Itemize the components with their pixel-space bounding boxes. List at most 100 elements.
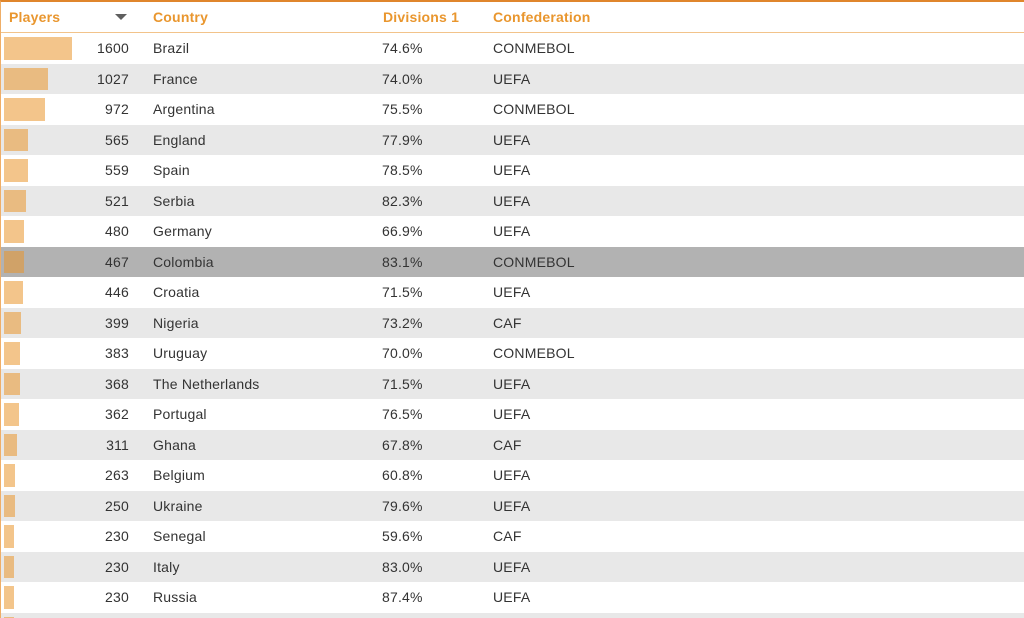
players-bar [4, 433, 17, 456]
players-value: 972 [105, 101, 129, 117]
players-value: 250 [105, 497, 129, 514]
confederation-value: UEFA [493, 70, 531, 87]
table-row[interactable]: 362 Portugal 76.5% UEFA [1, 399, 1024, 430]
table-row[interactable]: 250 Ukraine 79.6% UEFA [1, 490, 1024, 521]
confederation-value: UEFA [493, 192, 531, 209]
players-bar [4, 220, 24, 243]
confederation-value: CAF [493, 436, 522, 453]
confederation-value: CONMEBOL [493, 101, 575, 117]
table-row[interactable]: 1600 Brazil 74.6% CONMEBOL [1, 33, 1024, 64]
column-header-divisions1[interactable]: Divisions 1 [383, 9, 460, 25]
country-value: Argentina [153, 101, 215, 117]
divisions1-value: 78.5% [382, 162, 423, 178]
column-header-players[interactable]: Players [9, 9, 61, 25]
column-header-confederation[interactable]: Confederation [493, 9, 591, 25]
table-row[interactable]: 467 Colombia 83.1% CONMEBOL [1, 246, 1024, 277]
players-value: 480 [105, 223, 129, 239]
table-row[interactable]: 521 Serbia 82.3% UEFA [1, 185, 1024, 216]
confederation-value: UEFA [493, 223, 531, 239]
divisions1-value: 67.8% [382, 436, 423, 453]
players-value: 263 [105, 467, 129, 483]
country-value: The Netherlands [153, 375, 260, 392]
players-bar-partial [4, 616, 14, 618]
divisions1-value: 71.5% [382, 284, 423, 300]
divisions1-value: 87.4% [382, 589, 423, 605]
divisions1-value: 70.0% [382, 345, 423, 361]
players-value: 230 [105, 589, 129, 605]
table-row[interactable]: 230 Italy 83.0% UEFA [1, 551, 1024, 582]
divisions1-value: 74.0% [382, 70, 423, 87]
confederation-value: UEFA [493, 558, 531, 575]
table-row[interactable]: 972 Argentina 75.5% CONMEBOL [1, 94, 1024, 125]
confederation-value: UEFA [493, 162, 531, 178]
confederation-value: CONMEBOL [493, 345, 575, 361]
players-value: 446 [105, 284, 129, 300]
players-bar [4, 37, 72, 60]
divisions1-value: 59.6% [382, 528, 423, 544]
country-value: Ukraine [153, 497, 203, 514]
players-bar [4, 525, 14, 548]
table-row[interactable]: 383 Uruguay 70.0% CONMEBOL [1, 338, 1024, 369]
table-row[interactable]: 263 Belgium 60.8% UEFA [1, 460, 1024, 491]
players-value: 383 [105, 345, 129, 361]
confederation-value: CAF [493, 528, 522, 544]
table-row[interactable]: 565 England 77.9% UEFA [1, 124, 1024, 155]
table-row[interactable]: 446 Croatia 71.5% UEFA [1, 277, 1024, 308]
players-bar [4, 403, 19, 426]
country-value: Germany [153, 223, 212, 239]
players-bar [4, 67, 48, 90]
country-value: Spain [153, 162, 190, 178]
country-value: Colombia [153, 253, 214, 270]
players-value: 311 [106, 436, 129, 453]
confederation-value: CONMEBOL [493, 253, 575, 270]
table-row[interactable]: 311 Ghana 67.8% CAF [1, 429, 1024, 460]
confederation-value: UEFA [493, 131, 531, 148]
table-row[interactable]: 1027 France 74.0% UEFA [1, 63, 1024, 94]
table-row[interactable]: 399 Nigeria 73.2% CAF [1, 307, 1024, 338]
table-row[interactable]: 559 Spain 78.5% UEFA [1, 155, 1024, 186]
column-header-country[interactable]: Country [153, 9, 209, 25]
players-bar [4, 555, 14, 578]
players-bar [4, 250, 24, 273]
country-value: France [153, 70, 198, 87]
divisions1-value: 74.6% [382, 40, 423, 56]
confederation-value: UEFA [493, 589, 531, 605]
players-bar [4, 128, 28, 151]
divisions1-value: 82.3% [382, 192, 423, 209]
country-value: Portugal [153, 406, 207, 422]
players-bar [4, 342, 20, 365]
players-value: 467 [105, 253, 129, 270]
players-bar [4, 494, 15, 517]
table-row[interactable]: 230 Russia 87.4% UEFA [1, 582, 1024, 613]
partial-next-row [1, 612, 1024, 618]
players-bar [4, 189, 26, 212]
divisions1-value: 83.0% [382, 558, 423, 575]
players-value: 399 [105, 314, 129, 331]
divisions1-value: 76.5% [382, 406, 423, 422]
confederation-value: CAF [493, 314, 522, 331]
table-row[interactable]: 368 The Netherlands 71.5% UEFA [1, 368, 1024, 399]
divisions1-value: 83.1% [382, 253, 423, 270]
country-value: England [153, 131, 206, 148]
confederation-value: CONMEBOL [493, 40, 575, 56]
country-value: Nigeria [153, 314, 199, 331]
sort-desc-icon[interactable] [115, 14, 127, 20]
players-bar [4, 281, 23, 304]
table-row[interactable]: 230 Senegal 59.6% CAF [1, 521, 1024, 552]
country-value: Ghana [153, 436, 197, 453]
divisions1-value: 73.2% [382, 314, 423, 331]
table-row[interactable]: 480 Germany 66.9% UEFA [1, 216, 1024, 247]
players-bar [4, 311, 21, 334]
table-body: 1600 Brazil 74.6% CONMEBOL 1027 France 7… [1, 33, 1024, 613]
players-bar [4, 98, 45, 121]
divisions1-value: 75.5% [382, 101, 423, 117]
divisions1-value: 66.9% [382, 223, 423, 239]
players-value: 1027 [97, 70, 129, 87]
players-value: 521 [105, 192, 129, 209]
country-value: Senegal [153, 528, 206, 544]
players-value: 565 [105, 131, 129, 148]
table-header: Players Country Divisions 1 Confederatio… [1, 2, 1024, 33]
players-value: 362 [105, 406, 129, 422]
country-value: Croatia [153, 284, 200, 300]
